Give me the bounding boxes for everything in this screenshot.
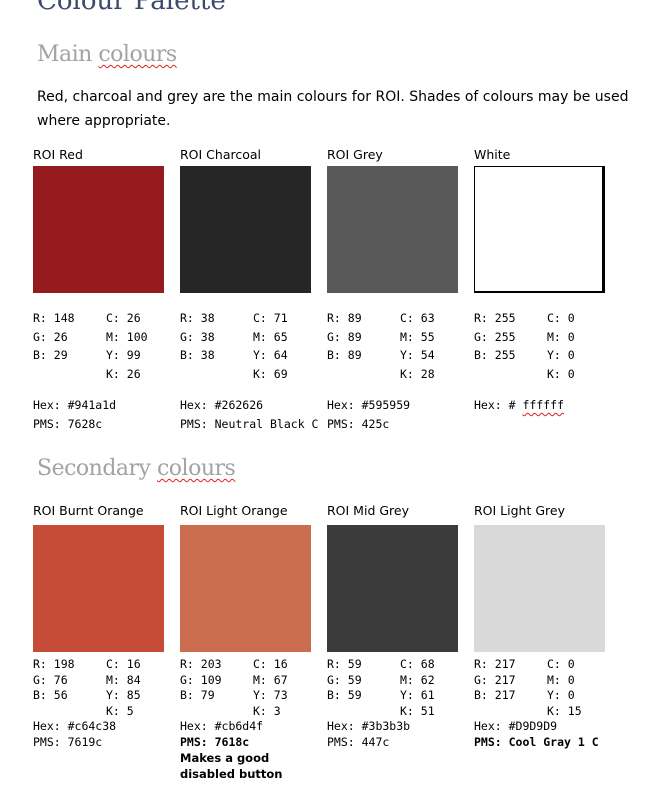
pms-value: PMS: 7618c bbox=[180, 735, 250, 749]
rgb-g: G: 38 bbox=[180, 330, 215, 344]
pms-value: PMS: Cool Gray 1 C bbox=[474, 735, 599, 749]
colour-name: ROI Charcoal bbox=[180, 147, 262, 162]
colour-swatch bbox=[474, 525, 605, 652]
hex-prefix: Hex: # bbox=[474, 398, 523, 412]
rgb-g: G: 76 bbox=[33, 673, 68, 687]
colour-swatch bbox=[327, 525, 458, 652]
rgb-r: R: 255 bbox=[474, 311, 516, 325]
cmyk-k: K: 0 bbox=[547, 367, 575, 381]
rgb-r: R: 59 bbox=[327, 657, 362, 671]
cmyk-k: K: 26 bbox=[106, 367, 141, 381]
heading-word-underlined: colours bbox=[98, 42, 177, 67]
cmyk-c: C: 26 bbox=[106, 311, 141, 325]
rgb-g: G: 217 bbox=[474, 673, 516, 687]
colour-name: ROI Grey bbox=[327, 147, 383, 162]
cmyk-k: K: 51 bbox=[400, 704, 435, 718]
colour-swatch bbox=[180, 166, 311, 293]
colour-name: White bbox=[474, 147, 511, 162]
cmyk-y: Y: 0 bbox=[547, 348, 575, 362]
note-line-1: Makes a good bbox=[180, 751, 270, 765]
cmyk-y: Y: 99 bbox=[106, 348, 141, 362]
rgb-g: G: 26 bbox=[33, 330, 68, 344]
rgb-r: R: 148 bbox=[33, 311, 75, 325]
colour-swatch bbox=[33, 166, 164, 293]
cmyk-m: M: 100 bbox=[106, 330, 148, 344]
pms-value: PMS: 7628c bbox=[33, 417, 103, 431]
colour-name: ROI Burnt Orange bbox=[33, 503, 144, 518]
cmyk-m: M: 0 bbox=[547, 673, 575, 687]
heading-word: Main bbox=[37, 42, 92, 67]
cmyk-c: C: 0 bbox=[547, 311, 575, 325]
cmyk-y: Y: 64 bbox=[253, 348, 288, 362]
page-title: Colour Palette bbox=[37, 0, 226, 16]
cmyk-c: C: 16 bbox=[253, 657, 288, 671]
rgb-b: B: 56 bbox=[33, 688, 68, 702]
rgb-b: B: 29 bbox=[33, 348, 68, 362]
cmyk-y: Y: 54 bbox=[400, 348, 435, 362]
cmyk-y: Y: 0 bbox=[547, 688, 575, 702]
rgb-b: B: 217 bbox=[474, 688, 516, 702]
cmyk-c: C: 68 bbox=[400, 657, 435, 671]
hex-value: Hex: #941a1d bbox=[33, 398, 117, 412]
rgb-r: R: 198 bbox=[33, 657, 75, 671]
cmyk-m: M: 55 bbox=[400, 330, 435, 344]
heading-word-underlined: colours bbox=[156, 456, 236, 481]
hex-value: Hex: # ffffff bbox=[474, 398, 564, 412]
rgb-r: R: 89 bbox=[327, 311, 362, 325]
rgb-r: R: 217 bbox=[474, 657, 516, 671]
cmyk-k: K: 3 bbox=[253, 704, 281, 718]
cmyk-y: Y: 61 bbox=[400, 688, 435, 702]
hex-value: Hex: #cb6d4f bbox=[180, 719, 264, 733]
pms-value: PMS: 447c bbox=[327, 735, 390, 749]
colour-swatch bbox=[474, 166, 605, 293]
colour-name: ROI Mid Grey bbox=[327, 503, 409, 518]
cmyk-m: M: 0 bbox=[547, 330, 575, 344]
cmyk-y: Y: 85 bbox=[106, 688, 141, 702]
hex-value: Hex: #c64c38 bbox=[33, 719, 117, 733]
hex-code: ffffff bbox=[522, 398, 565, 412]
cmyk-m: M: 84 bbox=[106, 673, 141, 687]
colour-swatch bbox=[33, 525, 164, 652]
colour-name: ROI Light Grey bbox=[474, 503, 565, 518]
cmyk-m: M: 65 bbox=[253, 330, 288, 344]
hex-value: Hex: #3b3b3b bbox=[327, 719, 411, 733]
colour-swatch bbox=[180, 525, 311, 652]
rgb-r: R: 203 bbox=[180, 657, 222, 671]
rgb-g: G: 59 bbox=[327, 673, 362, 687]
hex-value: Hex: #D9D9D9 bbox=[474, 719, 558, 733]
pms-value: PMS: 7619c bbox=[33, 735, 103, 749]
cmyk-c: C: 16 bbox=[106, 657, 141, 671]
intro-paragraph: Red, charcoal and grey are the main colo… bbox=[37, 89, 629, 129]
cmyk-y: Y: 73 bbox=[253, 688, 288, 702]
cmyk-k: K: 69 bbox=[253, 367, 288, 381]
main-colours-heading: Main colours bbox=[37, 42, 177, 67]
colour-name: ROI Red bbox=[33, 147, 83, 162]
cmyk-c: C: 0 bbox=[547, 657, 575, 671]
cmyk-k: K: 28 bbox=[400, 367, 435, 381]
rgb-g: G: 89 bbox=[327, 330, 362, 344]
hex-value: Hex: #262626 bbox=[180, 398, 264, 412]
colour-swatch bbox=[327, 166, 458, 293]
pms-value: PMS: Neutral Black C bbox=[180, 417, 319, 431]
rgb-g: G: 109 bbox=[180, 673, 222, 687]
cmyk-k: K: 5 bbox=[106, 704, 134, 718]
rgb-b: B: 89 bbox=[327, 348, 362, 362]
rgb-b: B: 59 bbox=[327, 688, 362, 702]
rgb-b: B: 79 bbox=[180, 688, 215, 702]
rgb-r: R: 38 bbox=[180, 311, 215, 325]
rgb-b: B: 255 bbox=[474, 348, 516, 362]
cmyk-m: M: 67 bbox=[253, 673, 288, 687]
secondary-colours-heading: Secondary colours bbox=[37, 456, 236, 481]
heading-word: Secondary bbox=[37, 456, 151, 481]
cmyk-c: C: 63 bbox=[400, 311, 435, 325]
pms-value: PMS: 425c bbox=[327, 417, 390, 431]
cmyk-k: K: 15 bbox=[547, 704, 582, 718]
note-line-2: disabled button bbox=[180, 767, 283, 781]
rgb-g: G: 255 bbox=[474, 330, 516, 344]
cmyk-c: C: 71 bbox=[253, 311, 288, 325]
colour-name: ROI Light Orange bbox=[180, 503, 288, 518]
cmyk-m: M: 62 bbox=[400, 673, 435, 687]
rgb-b: B: 38 bbox=[180, 348, 215, 362]
hex-value: Hex: #595959 bbox=[327, 398, 411, 412]
